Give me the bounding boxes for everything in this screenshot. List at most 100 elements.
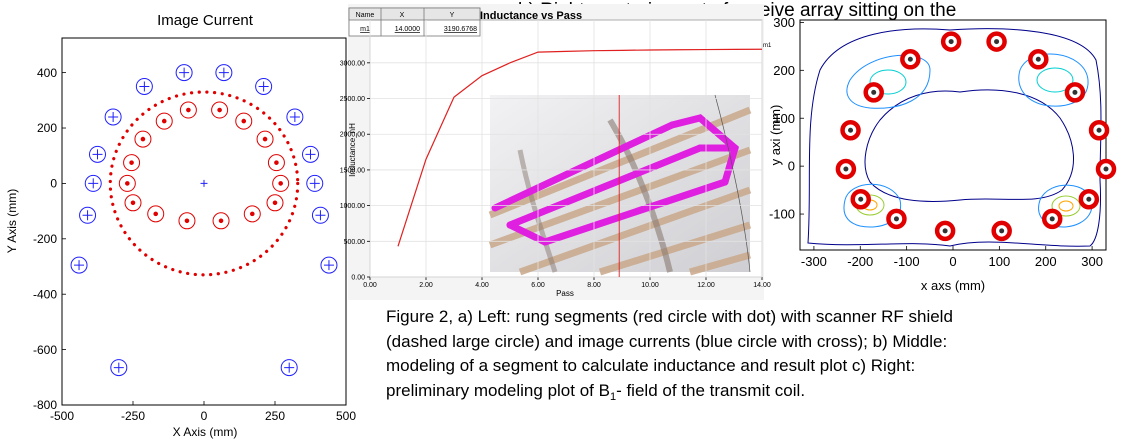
coil-core [1086,197,1091,202]
marker-table: Name X Y m1 14.0000 3190.6768 [349,8,480,36]
coil-core [858,197,863,202]
caption-line: modeling of a segment to calculate induc… [386,356,915,375]
y-tick-label: -100 [769,207,795,222]
coil-core [848,128,853,133]
coil-marker [888,211,904,227]
x-tick-label: 8.00 [587,282,601,289]
coil-marker [1030,51,1046,67]
y-tick-label: 2500.00 [340,96,365,103]
y-tick-label: 0.00 [351,274,365,281]
y-tick-label: 100 [773,111,795,126]
table-cell: 3190.6768 [444,26,477,33]
coil-marker [866,84,882,100]
caption-line: preliminary modeling plot of B1- field o… [386,381,805,403]
table-cell: m1 [360,26,370,33]
y-tick-label: 0 [788,159,795,174]
coil-core [994,39,999,44]
y-tick-label: 200 [773,63,795,78]
marker-dot [141,137,145,141]
table-header-cell: Y [450,12,455,19]
coil-marker [902,51,918,67]
y-tick-label: 500.00 [344,239,366,246]
caption-text: preliminary modeling plot of B [386,381,610,400]
x-tick-label: 2.00 [419,282,433,289]
inductance-chart: Inductance vs Pass Pass Inductance_nH Na… [340,4,772,300]
coil-marker [1067,84,1083,100]
x-tick-label: -250 [121,409,145,423]
x-tick-label: -300 [801,254,827,269]
x-tick-label: 300 [1081,254,1103,269]
coil-core [894,216,899,221]
y-axis-label: Y Axis (mm) [5,189,19,253]
coil-core [1072,90,1077,95]
y-tick-label: 400 [37,66,57,80]
x-axis-label: X Axis (mm) [173,425,238,439]
marker-dot [263,137,267,141]
y-tick-label: -200 [33,232,57,246]
plot-frame [62,38,346,405]
image-current-chart: Image Current X Axis (mm) Y Axis (mm) -5… [5,12,356,439]
coil-marker [1044,211,1060,227]
coil-marker [1091,122,1107,138]
line-end-label: m1 [763,43,772,49]
coil-marker [937,223,953,239]
y-tick-label: 3000.00 [340,60,365,67]
coil-marker [943,34,959,50]
chart-title: Image Current [157,12,254,29]
coil-marker [1081,191,1097,207]
y-tick-label: 300 [773,15,795,30]
coil-core [943,228,948,233]
x-tick-label: -100 [894,254,920,269]
marker-dot [242,119,246,123]
coil-marker [994,223,1010,239]
x-tick-label: 0.00 [363,282,377,289]
coil-marker [1098,161,1114,177]
coil-core [1104,167,1109,172]
marker-dot [275,161,279,165]
coil-core [843,167,848,172]
marker-dot [185,219,189,223]
model-inset [490,95,750,272]
y-tick-label: -800 [33,398,57,412]
y-tick-label: 0 [50,177,57,191]
x-tick-label: 0 [201,409,208,423]
y-tick-label: -400 [33,287,57,301]
x-tick-label: 200 [1035,254,1057,269]
y-tick-label: 200 [37,121,57,135]
coil-core [1050,216,1055,221]
marker-dot [218,108,222,112]
coil-marker [838,161,854,177]
x-tick-label: -200 [847,254,873,269]
x-tick-label: 12.00 [697,282,715,289]
y-tick-label: 2000.00 [340,132,365,139]
marker-dot [273,201,277,205]
marker-dot [131,201,135,205]
caption-line: (dashed large circle) and image currents… [386,332,947,351]
y-tick-label: 1000.00 [340,203,365,210]
coil-core [999,228,1004,233]
table-cell: 14.0000 [395,26,420,33]
marker-dot [219,219,223,223]
coil-core [908,57,913,62]
y-tick-label: -600 [33,343,57,357]
x-tick-label: 4.00 [475,282,489,289]
coil-marker [843,122,859,138]
x-axis-label: x axs (mm) [921,278,985,293]
x-tick-label: 0 [949,254,956,269]
caption-text: - field of the transmit coil. [616,381,805,400]
table-header-cell: X [400,12,405,19]
marker-dot [130,161,134,165]
coil-core [1036,57,1041,62]
coil-core [871,90,876,95]
coil-core [949,39,954,44]
marker-dot [279,182,283,186]
caption-line: Figure 2, a) Left: rung segments (red ci… [386,307,953,326]
table-header-cell: Name [356,12,375,19]
x-tick-label: 500 [336,409,356,423]
x-tick-label: 100 [989,254,1011,269]
marker-dot [126,182,130,186]
x-tick-label: 6.00 [531,282,545,289]
x-tick-label: 250 [265,409,285,423]
marker-dot [187,108,191,112]
